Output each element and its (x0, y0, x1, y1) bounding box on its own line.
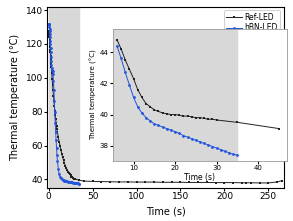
Ref-LED (47, 30, 51, 32)
Ref-LED (152, 181, 156, 183)
X-axis label: Time (s): Time (s) (185, 173, 215, 182)
hBN-LED (49, 43, 52, 45)
Bar (113, 29, 237, 161)
Ref-LED (280, 179, 283, 182)
Ref-LED (48, 43, 52, 46)
Ref-LED (179, 181, 182, 184)
hBN-LED (63, 179, 66, 182)
Y-axis label: Thermal temperature (°C): Thermal temperature (°C) (10, 34, 20, 161)
hBN-LED (52, 89, 56, 92)
hBN-LED (59, 177, 63, 179)
Line: Ref-LED: Ref-LED (47, 30, 283, 184)
Legend: Ref-LED, hBN-LED: Ref-LED, hBN-LED (224, 10, 280, 34)
Y-axis label: Thermal temperature (°C): Thermal temperature (°C) (90, 50, 97, 140)
hBN-LED (78, 182, 81, 185)
Bar (49, 7, 79, 188)
hBN-LED (58, 175, 62, 178)
hBN-LED (47, 22, 51, 25)
Ref-LED (161, 181, 165, 184)
X-axis label: Time (s): Time (s) (146, 207, 185, 217)
Ref-LED (258, 182, 261, 184)
hBN-LED (57, 168, 60, 171)
Line: hBN-LED: hBN-LED (47, 22, 81, 185)
Ref-LED (135, 181, 138, 183)
Ref-LED (223, 181, 226, 184)
